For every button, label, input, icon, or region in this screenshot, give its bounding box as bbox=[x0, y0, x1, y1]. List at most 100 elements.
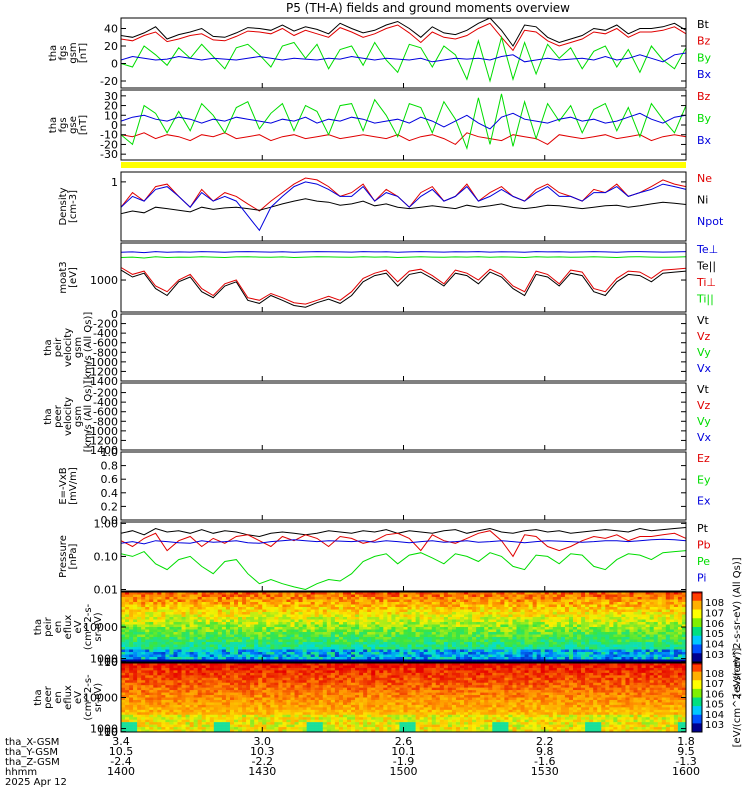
spectrogram-cell bbox=[625, 592, 630, 595]
spectrogram-cell bbox=[238, 654, 243, 658]
spectrogram-cell bbox=[129, 722, 134, 725]
spectrogram-cell bbox=[278, 634, 283, 638]
spectrogram-cell bbox=[161, 665, 166, 669]
spectrogram-cell bbox=[464, 609, 469, 613]
spectrogram-cell bbox=[371, 659, 376, 663]
spectrogram-cell bbox=[359, 607, 364, 610]
spectrogram-cell bbox=[464, 594, 469, 598]
spectrogram-cell bbox=[141, 672, 146, 676]
spectrogram-cell bbox=[439, 607, 445, 610]
spectrogram-cell bbox=[121, 675, 126, 679]
spectrogram-cell bbox=[254, 627, 259, 630]
spectrogram-cell bbox=[443, 614, 449, 618]
spectrogram-cell bbox=[423, 659, 429, 663]
spectrogram-cell bbox=[310, 657, 316, 660]
spectrogram-cell bbox=[500, 634, 505, 638]
spectrogram-cell bbox=[423, 629, 429, 633]
spectrogram-cell bbox=[411, 634, 416, 638]
spectrogram-cell bbox=[221, 727, 227, 730]
spectrogram-cell bbox=[411, 614, 416, 618]
spectrogram-cell bbox=[363, 652, 368, 655]
spectrogram-cell bbox=[225, 657, 231, 660]
spectrogram-cell bbox=[585, 654, 590, 658]
spectrogram-cell bbox=[246, 637, 251, 640]
spectrogram-cell bbox=[645, 654, 650, 658]
spectrogram-cell bbox=[165, 709, 170, 713]
spectrogram-cell bbox=[617, 629, 622, 633]
spectrogram-cell bbox=[395, 637, 400, 640]
spectrogram-cell bbox=[286, 657, 291, 660]
spectrogram-cell bbox=[375, 599, 380, 603]
spectrogram-cell bbox=[560, 644, 566, 648]
spectrogram-cell bbox=[548, 599, 554, 603]
spectrogram-cell bbox=[585, 614, 590, 618]
spectrogram-cell bbox=[201, 727, 207, 730]
spectrogram-cell bbox=[185, 704, 190, 708]
spectrogram-cell bbox=[367, 654, 372, 658]
spectrogram-cell bbox=[314, 609, 320, 613]
spectrogram-cell bbox=[617, 609, 622, 613]
spectrogram-cell bbox=[371, 629, 376, 633]
spectrogram-cell bbox=[605, 659, 610, 663]
spectrogram-cell bbox=[387, 639, 392, 643]
spectrogram-cell bbox=[262, 624, 267, 628]
spectrogram-cell bbox=[645, 619, 650, 623]
spectrogram-cell bbox=[221, 642, 227, 645]
spectrogram-cell bbox=[669, 614, 675, 618]
spectrogram-cell bbox=[605, 602, 610, 605]
spectrogram-cell bbox=[258, 619, 263, 623]
spectrogram-cell bbox=[589, 619, 594, 623]
spectrogram-cell bbox=[653, 594, 659, 598]
spectrogram-cell bbox=[286, 612, 291, 615]
spectrogram-cell bbox=[157, 622, 162, 625]
spectrogram-cell bbox=[229, 592, 235, 595]
spectrogram-cell bbox=[225, 685, 231, 688]
spectrogram-cell bbox=[573, 619, 578, 623]
spectrogram-cell bbox=[375, 654, 380, 658]
spectrogram-cell bbox=[536, 614, 542, 618]
spectrogram-cell bbox=[447, 627, 453, 630]
spectrogram-cell bbox=[225, 652, 231, 655]
spectrogram-cell bbox=[177, 699, 182, 703]
spectrogram-cell bbox=[597, 597, 602, 600]
spectrogram-cell bbox=[181, 599, 186, 603]
spectrogram-cell bbox=[205, 672, 211, 676]
spectrogram-cell bbox=[266, 647, 271, 650]
spectrogram-cell bbox=[229, 642, 235, 645]
spectrogram-cell bbox=[145, 682, 150, 686]
spectrogram-cell bbox=[197, 707, 203, 711]
spectrogram-cell bbox=[677, 657, 683, 660]
spectrogram-cell bbox=[399, 644, 404, 648]
spectrogram-cell bbox=[221, 619, 227, 623]
y-label-line: fgs bbox=[58, 117, 69, 132]
spectrogram-cell bbox=[387, 657, 392, 660]
spectrogram-cell bbox=[338, 612, 344, 615]
spectrogram-cell bbox=[302, 637, 307, 640]
spectrogram-cell bbox=[508, 614, 513, 618]
spectrogram-cell bbox=[330, 594, 336, 598]
spectrogram-cell bbox=[387, 622, 392, 625]
spectrogram-cell bbox=[133, 634, 138, 638]
spectrogram-cell bbox=[334, 617, 340, 620]
spectrogram-cell bbox=[528, 637, 533, 640]
spectrogram-cell bbox=[161, 629, 166, 633]
spectrogram-cell bbox=[585, 619, 590, 623]
spectrogram-cell bbox=[419, 604, 424, 608]
spectrogram-cell bbox=[161, 727, 166, 730]
spectrogram-cell bbox=[181, 702, 186, 706]
spectrogram-cell bbox=[613, 629, 618, 633]
spectrogram-cell bbox=[242, 627, 247, 630]
spectrogram-cell bbox=[121, 627, 126, 630]
spectrogram-cell bbox=[411, 649, 416, 653]
spectrogram-cell bbox=[181, 659, 186, 663]
spectrogram-cell bbox=[681, 652, 687, 655]
spectrogram-cell bbox=[338, 637, 344, 640]
spectrogram-cell bbox=[573, 642, 578, 645]
spectrogram-cell bbox=[169, 597, 174, 600]
spectrogram-cell bbox=[621, 644, 626, 648]
spectrogram-cell bbox=[617, 622, 622, 625]
spectrogram-cell bbox=[213, 649, 219, 653]
spectrogram-cell bbox=[165, 649, 170, 653]
spectrogram-cell bbox=[125, 667, 130, 671]
spectrogram-cell bbox=[617, 659, 622, 663]
